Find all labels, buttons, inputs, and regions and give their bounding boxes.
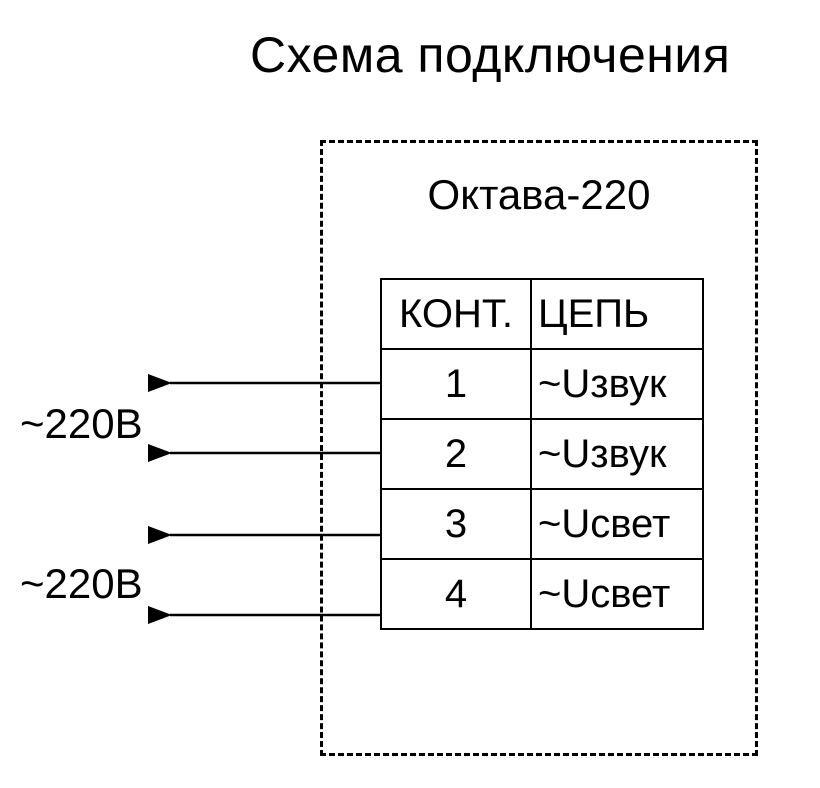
arrows-layer	[0, 0, 820, 788]
diagram-canvas: Схема подключения Октава-220 КОНТ. ЦЕПЬ …	[0, 0, 820, 788]
